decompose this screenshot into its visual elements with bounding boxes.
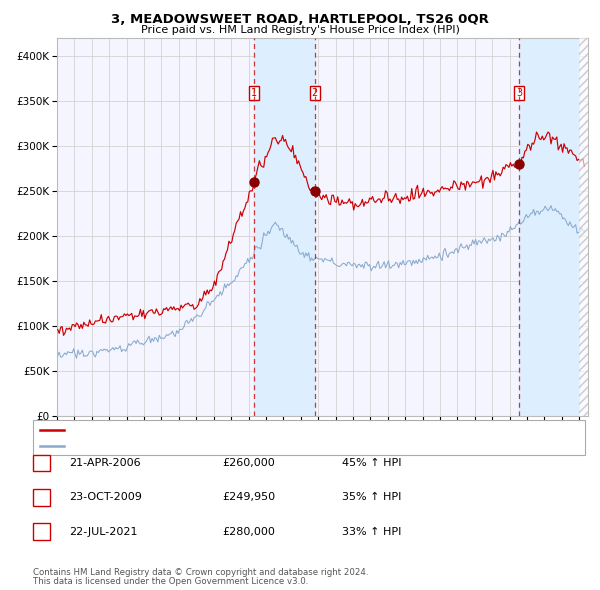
- Text: 2: 2: [38, 493, 45, 502]
- Text: 22-JUL-2021: 22-JUL-2021: [69, 527, 137, 536]
- Text: 3: 3: [516, 88, 522, 98]
- Text: £260,000: £260,000: [222, 458, 275, 468]
- Text: £249,950: £249,950: [222, 493, 275, 502]
- Text: Contains HM Land Registry data © Crown copyright and database right 2024.: Contains HM Land Registry data © Crown c…: [33, 568, 368, 577]
- Bar: [519, 38, 578, 416]
- Text: £280,000: £280,000: [222, 527, 275, 536]
- Text: 3, MEADOWSWEET ROAD, HARTLEPOOL, TS26 0QR: 3, MEADOWSWEET ROAD, HARTLEPOOL, TS26 0Q…: [111, 13, 489, 26]
- Text: 21-APR-2006: 21-APR-2006: [69, 458, 140, 468]
- Text: 33% ↑ HPI: 33% ↑ HPI: [342, 527, 401, 536]
- Text: 1: 1: [251, 88, 257, 98]
- Text: This data is licensed under the Open Government Licence v3.0.: This data is licensed under the Open Gov…: [33, 578, 308, 586]
- Bar: [254, 38, 315, 416]
- Text: 3, MEADOWSWEET ROAD, HARTLEPOOL, TS26 0QR (detached house): 3, MEADOWSWEET ROAD, HARTLEPOOL, TS26 0Q…: [71, 425, 416, 435]
- Text: 3: 3: [38, 527, 45, 536]
- Text: 35% ↑ HPI: 35% ↑ HPI: [342, 493, 401, 502]
- Polygon shape: [579, 38, 588, 416]
- Text: Price paid vs. HM Land Registry's House Price Index (HPI): Price paid vs. HM Land Registry's House …: [140, 25, 460, 35]
- Text: 2: 2: [312, 88, 318, 98]
- Text: HPI: Average price, detached house, Hartlepool: HPI: Average price, detached house, Hart…: [71, 441, 308, 451]
- Text: 23-OCT-2009: 23-OCT-2009: [69, 493, 142, 502]
- Text: 45% ↑ HPI: 45% ↑ HPI: [342, 458, 401, 468]
- Text: 1: 1: [38, 458, 45, 468]
